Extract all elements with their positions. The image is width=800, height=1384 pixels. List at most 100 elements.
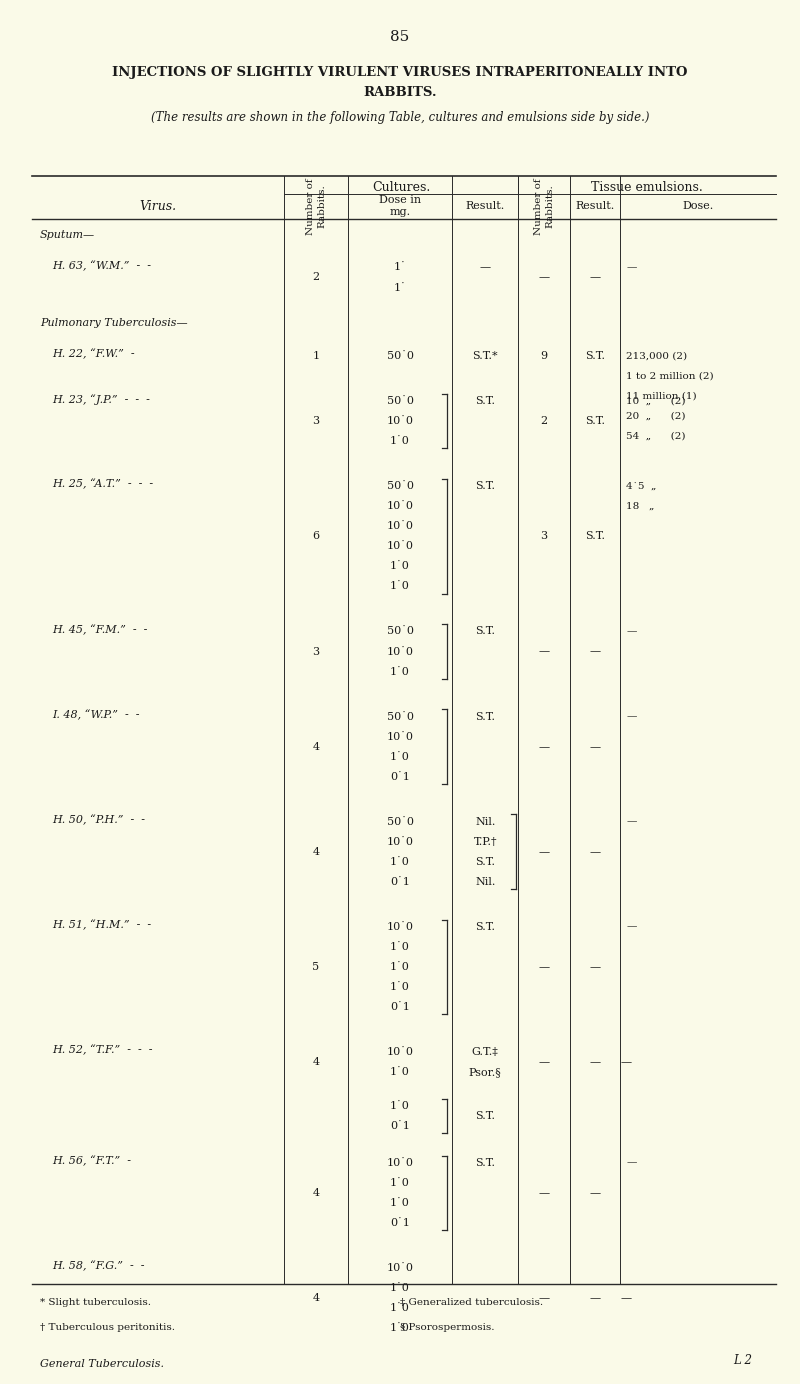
Text: 1˙0: 1˙0 (390, 1199, 410, 1208)
Text: * Slight tuberculosis.: * Slight tuberculosis. (40, 1298, 151, 1308)
Text: 1˙0: 1˙0 (390, 1283, 410, 1293)
Text: 50˙0: 50˙0 (386, 711, 414, 721)
Text: —: — (590, 847, 600, 857)
Text: H. 50, “P.H.”  -  -: H. 50, “P.H.” - - (52, 815, 145, 825)
Text: H. 45, “F.M.”  -  -: H. 45, “F.M.” - - (52, 624, 147, 635)
Text: —: — (480, 263, 490, 273)
Text: 4: 4 (313, 1057, 319, 1067)
Text: 10˙0: 10˙0 (386, 732, 414, 742)
Text: S.T.: S.T. (585, 417, 605, 426)
Text: 5: 5 (313, 962, 319, 972)
Text: General Tuberculosis.: General Tuberculosis. (40, 1359, 164, 1369)
Text: 0˙1: 0˙1 (390, 877, 410, 887)
Text: 1˙0: 1˙0 (390, 1102, 410, 1111)
Text: 1˙0: 1˙0 (390, 1304, 410, 1313)
Text: —: — (538, 847, 550, 857)
Text: 3: 3 (313, 417, 319, 426)
Text: 1˙0: 1˙0 (390, 857, 410, 866)
Text: 50˙0: 50˙0 (386, 396, 414, 406)
Text: S.T.: S.T. (475, 1111, 495, 1121)
Text: 1˙0: 1˙0 (390, 962, 410, 972)
Text: S.T.: S.T. (475, 857, 495, 866)
Text: —: — (538, 1293, 550, 1304)
Text: —: — (590, 1187, 600, 1199)
Text: † Tuberculous peritonitis.: † Tuberculous peritonitis. (40, 1323, 175, 1333)
Text: —: — (538, 962, 550, 972)
Text: 0˙1: 0˙1 (390, 1218, 410, 1228)
Text: 4˙5  „: 4˙5 „ (626, 482, 657, 491)
Text: § Psorospermosis.: § Psorospermosis. (400, 1323, 494, 1333)
Text: 50˙0: 50˙0 (386, 817, 414, 826)
Text: Pulmonary Tuberculosis—: Pulmonary Tuberculosis— (40, 318, 188, 328)
Text: 1˙0: 1˙0 (390, 581, 410, 591)
Text: 0˙1: 0˙1 (390, 772, 410, 782)
Text: 6: 6 (313, 531, 319, 541)
Text: Sputum—: Sputum— (40, 230, 95, 239)
Text: 1˙0: 1˙0 (390, 983, 410, 992)
Text: S.T.: S.T. (585, 352, 605, 361)
Text: 10˙0: 10˙0 (386, 837, 414, 847)
Text: 18   „: 18 „ (626, 501, 654, 511)
Text: —: — (626, 817, 637, 826)
Text: 4: 4 (313, 847, 319, 857)
Text: —: — (538, 646, 550, 656)
Text: 1 to 2 million (2): 1 to 2 million (2) (626, 371, 714, 381)
Text: 85: 85 (390, 30, 410, 44)
Text: Number of
Rabbits.: Number of Rabbits. (534, 179, 554, 234)
Text: Number of
Rabbits.: Number of Rabbits. (306, 179, 326, 234)
Text: Cultures.: Cultures. (372, 181, 430, 194)
Text: 54  „      (2): 54 „ (2) (626, 432, 686, 441)
Text: —: — (621, 1057, 632, 1067)
Text: H. 52, “T.F.”  -  -  -: H. 52, “T.F.” - - - (52, 1045, 153, 1056)
Text: Virus.: Virus. (139, 199, 177, 213)
Text: I. 48, “W.P.”  -  -: I. 48, “W.P.” - - (52, 710, 139, 720)
Text: 10  „      (2): 10 „ (2) (626, 396, 686, 406)
Text: Result.: Result. (466, 201, 505, 212)
Text: Result.: Result. (575, 201, 614, 212)
Text: H. 25, “A.T.”  -  -  -: H. 25, “A.T.” - - - (52, 479, 153, 490)
Text: H. 22, “F.W.”  -: H. 22, “F.W.” - (52, 349, 134, 360)
Text: 9: 9 (541, 352, 547, 361)
Text: 4: 4 (313, 1293, 319, 1304)
Text: S.T.*: S.T.* (472, 352, 498, 361)
Text: —: — (538, 1187, 550, 1199)
Text: 10˙0: 10˙0 (386, 541, 414, 551)
Text: 0˙1: 0˙1 (390, 1002, 410, 1012)
Text: 1˙: 1˙ (394, 263, 406, 273)
Text: 50˙0: 50˙0 (386, 627, 414, 637)
Text: 2: 2 (541, 417, 547, 426)
Text: 1˙0: 1˙0 (390, 1067, 410, 1077)
Text: 4: 4 (313, 742, 319, 752)
Text: L 2: L 2 (733, 1355, 752, 1367)
Text: RABBITS.: RABBITS. (363, 86, 437, 98)
Text: —: — (538, 273, 550, 282)
Text: S.T.: S.T. (475, 627, 495, 637)
Text: S.T.: S.T. (475, 482, 495, 491)
Text: 11 million (1): 11 million (1) (626, 392, 697, 401)
Text: 10˙0: 10˙0 (386, 501, 414, 511)
Text: 10˙0: 10˙0 (386, 522, 414, 531)
Text: —: — (590, 1057, 600, 1067)
Text: Nil.: Nil. (475, 817, 495, 826)
Text: 1˙0: 1˙0 (390, 667, 410, 677)
Text: 20  „      (2): 20 „ (2) (626, 411, 686, 421)
Text: 1˙0: 1˙0 (390, 562, 410, 572)
Text: Dose in
mg.: Dose in mg. (379, 195, 421, 217)
Text: —: — (621, 1293, 632, 1304)
Text: —: — (626, 627, 637, 637)
Text: H. 58, “F.G.”  -  -: H. 58, “F.G.” - - (52, 1261, 145, 1272)
Text: 10˙0: 10˙0 (386, 1048, 414, 1057)
Text: 213,000 (2): 213,000 (2) (626, 352, 687, 361)
Text: H. 23, “J.P.”  -  -  -: H. 23, “J.P.” - - - (52, 394, 150, 404)
Text: S.T.: S.T. (475, 396, 495, 406)
Text: —: — (626, 263, 637, 273)
Text: 2: 2 (313, 273, 319, 282)
Text: 10˙0: 10˙0 (386, 1158, 414, 1168)
Text: —: — (626, 1158, 637, 1168)
Text: 50˙0: 50˙0 (386, 352, 414, 361)
Text: 1˙0: 1˙0 (390, 943, 410, 952)
Text: ‡ Generalized tuberculosis.: ‡ Generalized tuberculosis. (400, 1298, 543, 1308)
Text: —: — (590, 962, 600, 972)
Text: G.T.‡: G.T.‡ (472, 1048, 498, 1057)
Text: —: — (538, 742, 550, 752)
